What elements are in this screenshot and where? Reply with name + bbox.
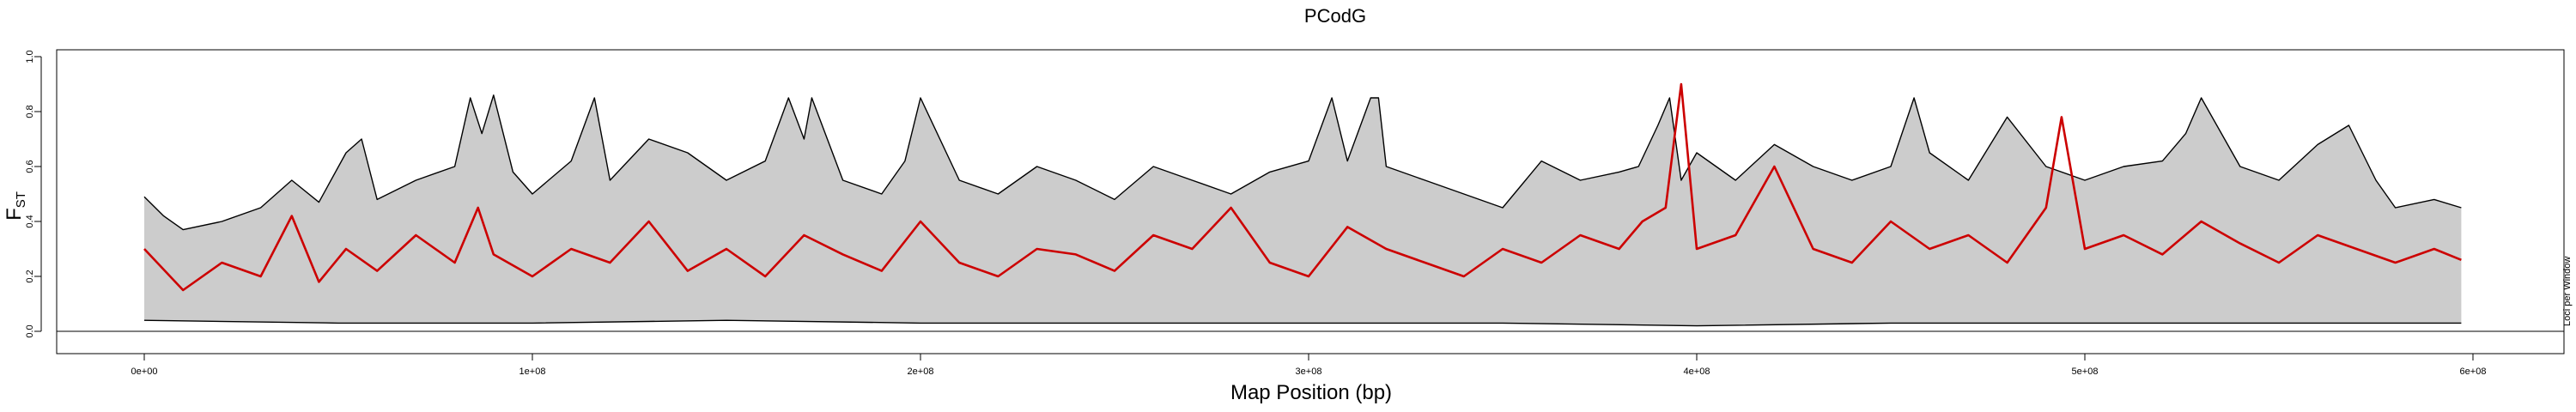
y-tick-label-2: 0.4 xyxy=(25,215,35,227)
series-mean-line xyxy=(143,82,2462,292)
x-tick-label-5: 5e+08 xyxy=(2072,367,2099,377)
x-axis: 0e+00 1e+08 2e+08 3e+08 4e+08 5e+08 6e+08 xyxy=(131,353,2487,377)
x-tick-label-3: 3e+08 xyxy=(1296,367,1322,377)
series-upper-line xyxy=(143,94,2462,231)
y-tick-label-1: 0.2 xyxy=(25,270,35,282)
x-tick-label-1: 1e+08 xyxy=(519,367,546,377)
y-tick-label-3: 0.6 xyxy=(25,160,35,173)
y-tick-label-4: 0.8 xyxy=(25,105,35,118)
plot-area xyxy=(57,82,2564,332)
confidence-band xyxy=(144,94,2462,326)
right-axis-label: Loci per Window xyxy=(2562,257,2573,326)
y-tick-label-0: 0.0 xyxy=(25,324,35,337)
y-axis-label-main: F xyxy=(3,208,26,221)
y-tick-label-5: 1.0 xyxy=(25,50,35,63)
series-lower-line xyxy=(143,319,2462,327)
y-axis-label-subscript: ST xyxy=(14,191,28,208)
x-tick-label-2: 2e+08 xyxy=(908,367,934,377)
svg-text:FST: FST xyxy=(3,191,28,221)
right-axis-label-text: Loci per Window xyxy=(2562,257,2573,326)
x-tick-label-6: 6e+08 xyxy=(2460,367,2487,377)
x-tick-label-4: 4e+08 xyxy=(1684,367,1710,377)
x-axis-label: Map Position (bp) xyxy=(1230,381,1392,404)
y-axis-label: FST xyxy=(3,191,28,221)
chart-title: PCodG xyxy=(1304,5,1366,27)
y-axis: 0.0 0.2 0.4 0.6 0.8 1.0 xyxy=(25,50,42,338)
x-tick-label-0: 0e+00 xyxy=(131,367,158,377)
